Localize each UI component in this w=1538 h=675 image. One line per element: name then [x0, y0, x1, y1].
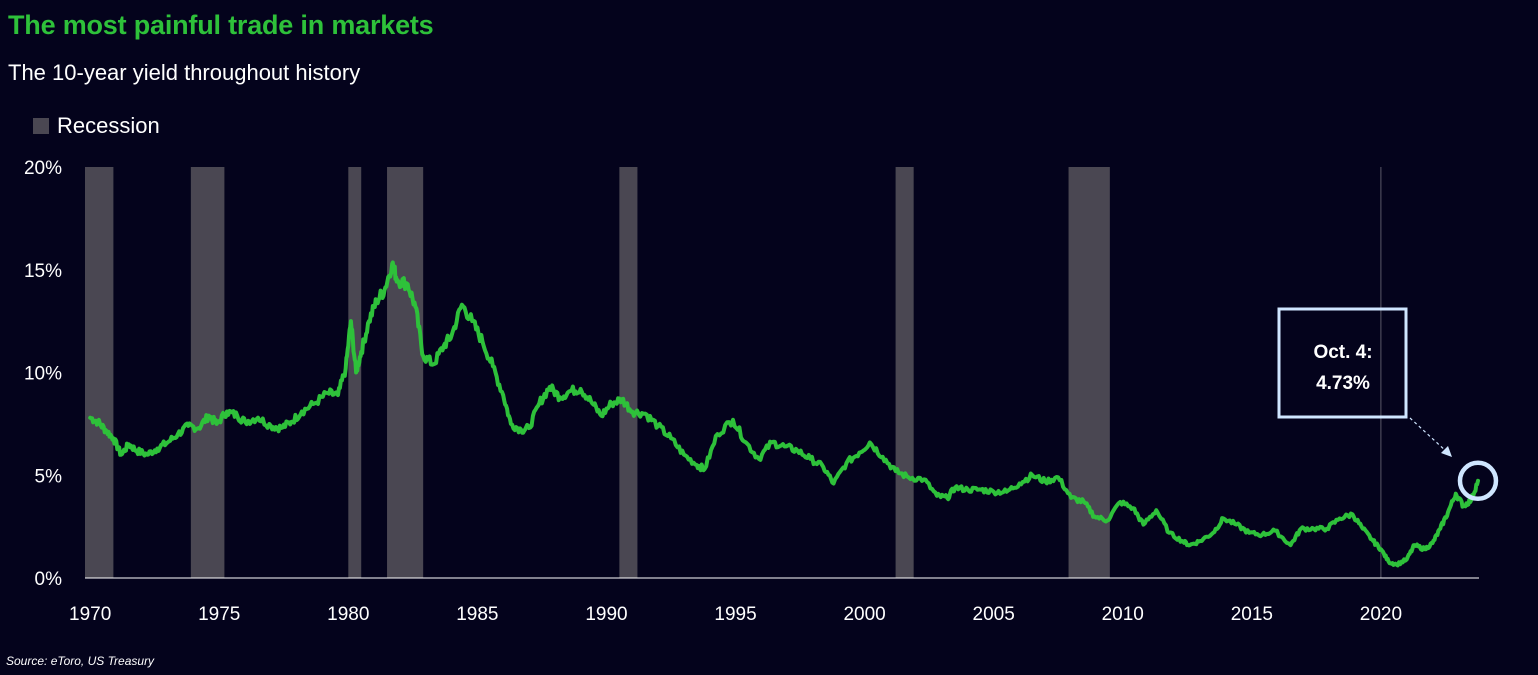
- recession-band-4: [619, 167, 638, 578]
- chart-subtitle: The 10-year yield throughout history: [8, 60, 361, 85]
- y-tick-label: 15%: [24, 261, 62, 282]
- x-tick-label: 1995: [714, 604, 756, 625]
- annotation-box: [1277, 307, 1408, 419]
- y-tick-label: 10%: [24, 364, 62, 385]
- x-tick-label: 2010: [1102, 604, 1144, 625]
- x-tick-label: 2015: [1231, 604, 1273, 625]
- annotation-connector: [1409, 417, 1448, 453]
- annotation-arrowhead: [1441, 446, 1452, 457]
- x-tick-label: 1985: [456, 604, 498, 625]
- recession-band-3: [387, 167, 424, 578]
- recession-band-1: [190, 167, 225, 578]
- x-tick-label: 1980: [327, 604, 369, 625]
- y-tick-label: 0%: [35, 569, 63, 590]
- chart-title: The most painful trade in markets: [8, 10, 434, 40]
- x-tick-label: 2000: [843, 604, 885, 625]
- y-tick-label: 20%: [24, 158, 62, 179]
- x-tick-label: 1970: [69, 604, 111, 625]
- x-tick-label: 1975: [198, 604, 240, 625]
- yield-series-line: [88, 260, 1480, 568]
- legend-label-recession: Recession: [57, 113, 160, 138]
- recession-band-5: [895, 167, 914, 578]
- x-tick-label: 2020: [1360, 604, 1402, 625]
- highlight-circle: [1457, 460, 1499, 502]
- annotation-date: Oct. 4:: [1313, 342, 1372, 363]
- x-tick-label: 1990: [585, 604, 627, 625]
- recession-band-6: [1068, 167, 1110, 578]
- x-tick-label: 2005: [973, 604, 1015, 625]
- recession-swatch: [33, 118, 49, 134]
- annotation-value: 4.73%: [1316, 373, 1370, 394]
- recession-band-0: [85, 167, 114, 578]
- legend: Recession: [33, 113, 160, 139]
- source-note: Source: eToro, US Treasury: [6, 654, 155, 668]
- y-tick-label: 5%: [35, 466, 63, 487]
